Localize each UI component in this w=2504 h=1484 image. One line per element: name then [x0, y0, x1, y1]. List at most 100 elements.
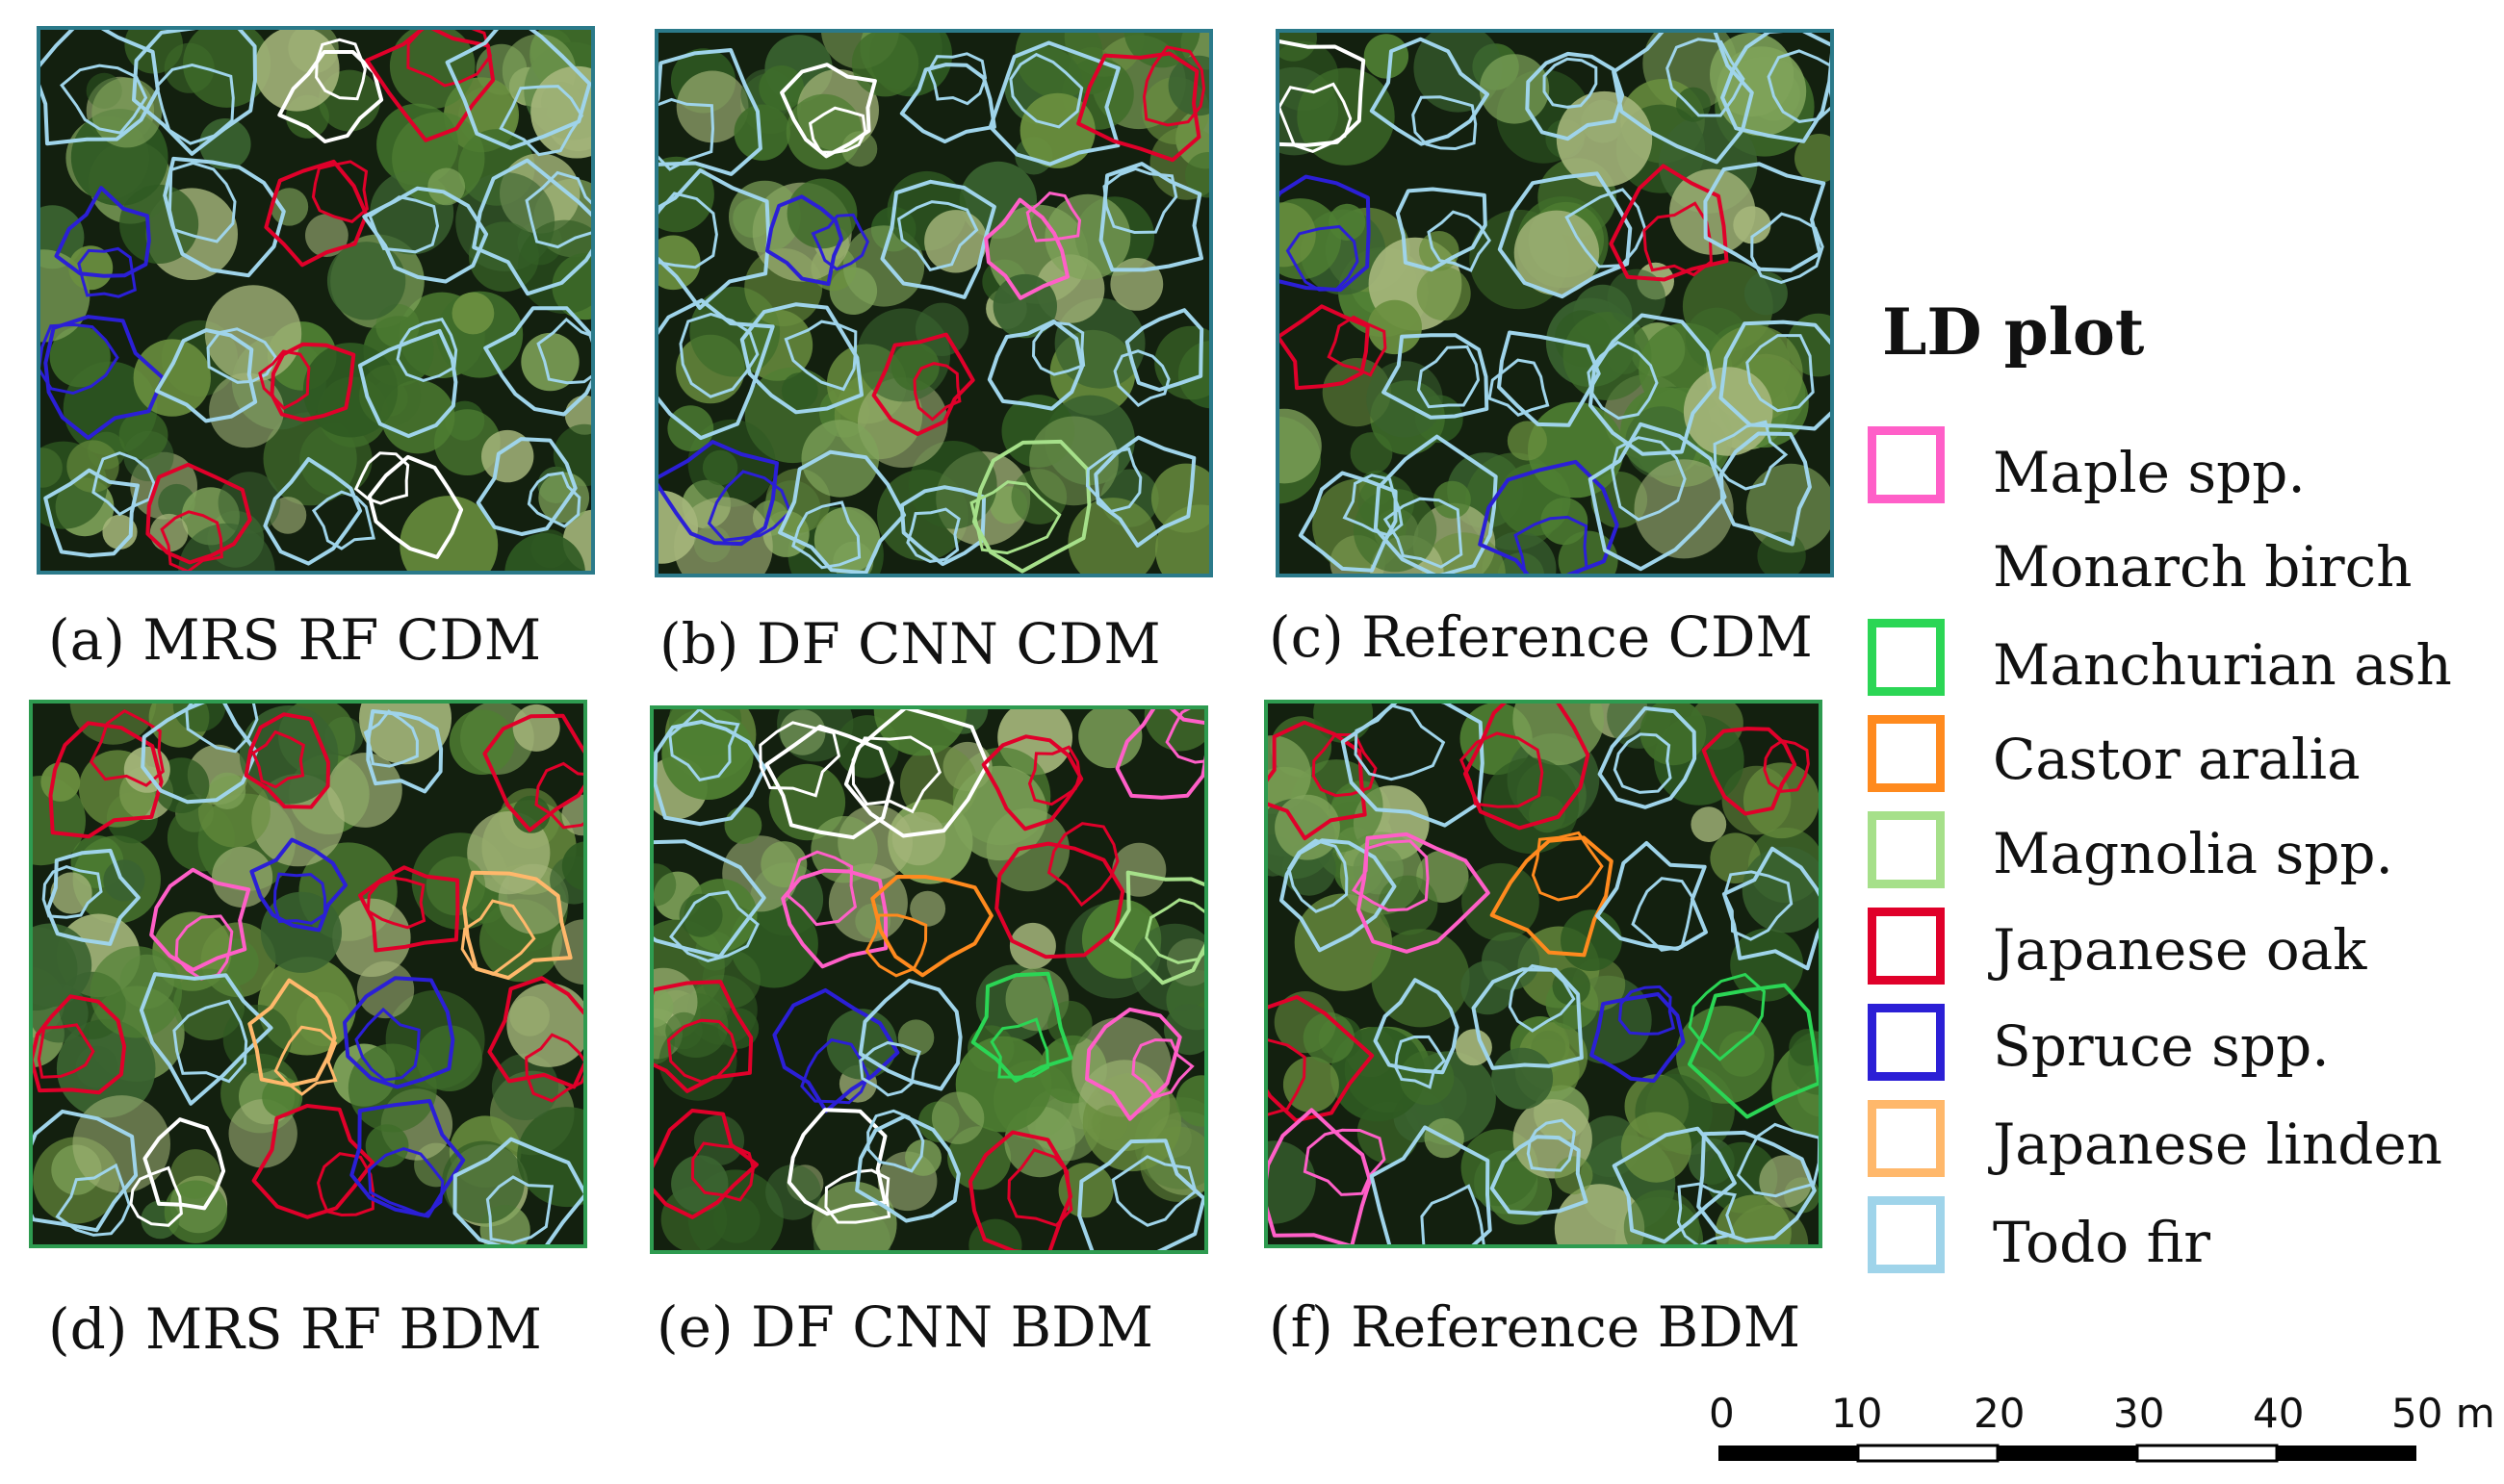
- crown-outline: [1285, 224, 1359, 292]
- crown-outline: [927, 52, 988, 106]
- crown-outline: [472, 158, 595, 296]
- crown-outline: [759, 721, 841, 798]
- tree-canopy: [650, 863, 677, 907]
- tree-canopy: [693, 1114, 745, 1165]
- tree-canopy: [1433, 480, 1471, 519]
- crown-outline: [1416, 345, 1481, 409]
- crown-outline: [1427, 210, 1491, 272]
- tree-canopy: [650, 985, 674, 1028]
- crown-outline: [1264, 720, 1367, 841]
- tree-canopy: [1378, 875, 1438, 935]
- tree-canopy: [993, 273, 1057, 339]
- crown-outline: [707, 470, 792, 542]
- crown-outline: [1420, 1184, 1486, 1248]
- tree-canopy: [1329, 203, 1366, 241]
- crown-outline: [808, 106, 867, 154]
- tree-canopy: [891, 343, 940, 392]
- tree-canopy: [952, 765, 1047, 861]
- tree-canopy: [1029, 416, 1119, 506]
- crown-outline: [462, 870, 573, 981]
- tree-canopy: [449, 709, 515, 775]
- tree-canopy: [1112, 842, 1167, 897]
- crown-outline: [366, 876, 426, 930]
- crown-outline: [1489, 1135, 1588, 1215]
- aerial-map-b: [655, 29, 1213, 577]
- tree-canopy: [1297, 67, 1395, 166]
- tree-canopy: [1399, 1050, 1455, 1106]
- crown-outline: [871, 332, 975, 436]
- crown-outline: [1676, 1182, 1737, 1248]
- tree-canopy: [504, 532, 585, 575]
- crown-outline: [690, 1141, 755, 1202]
- map-frame: [1276, 29, 1834, 577]
- crown-outline: [1085, 447, 1143, 514]
- crown-outline: [1471, 967, 1584, 1070]
- tree-canopy: [56, 1018, 156, 1118]
- crown-outline: [206, 327, 278, 384]
- crown-outline: [650, 839, 766, 959]
- crown-outline: [43, 468, 140, 558]
- crown-outline: [367, 454, 464, 559]
- crown-outline: [1609, 164, 1729, 282]
- crown-outline: [1264, 995, 1375, 1123]
- tree-canopy: [1540, 498, 1588, 546]
- crown-outline: [1588, 313, 1717, 456]
- tree-canopy: [254, 26, 340, 112]
- crown-outline: [476, 437, 578, 536]
- crown-outline: [1369, 1125, 1492, 1248]
- tree-canopy: [1068, 498, 1158, 577]
- tree-canopy: [1416, 267, 1471, 321]
- crown-outline: [1665, 38, 1745, 117]
- tree-canopy: [1367, 299, 1422, 355]
- crown-outline: [270, 342, 356, 422]
- crown-outline: [29, 994, 127, 1095]
- tree-canopy: [1150, 463, 1213, 533]
- tree-canopy: [1350, 432, 1393, 474]
- tree-canopy: [427, 167, 466, 206]
- crown-outline: [1145, 898, 1208, 964]
- crown-outline: [1009, 52, 1084, 129]
- crown-outline: [811, 213, 869, 271]
- legend-label-castor-aralia: Castor aralia: [1993, 727, 2361, 792]
- map-panel-d: [29, 700, 587, 1248]
- crown-outline: [251, 1104, 375, 1219]
- crown-outline: [1373, 434, 1498, 577]
- legend-label-monarch-birch: Monarch birch: [1993, 534, 2413, 600]
- crown-outline: [1701, 727, 1797, 816]
- crown-outline: [1109, 870, 1208, 985]
- crown-outline: [655, 97, 715, 171]
- crown-outline: [172, 999, 248, 1084]
- crown-outline: [55, 1163, 131, 1237]
- tree-canopy: [1683, 367, 1773, 456]
- tree-canopy: [365, 1124, 409, 1168]
- tree-canopy: [702, 950, 761, 1009]
- legend-swatch-castor-aralia: [1868, 715, 1945, 792]
- tree-canopy: [1092, 1105, 1128, 1141]
- tree-canopy: [777, 705, 854, 762]
- crown-outline: [990, 1017, 1050, 1079]
- tree-canopy: [1078, 705, 1143, 769]
- tree-canopy: [326, 242, 406, 320]
- crown-outline: [247, 978, 337, 1087]
- crown-outline: [354, 1007, 421, 1082]
- crown-outline: [1411, 95, 1478, 151]
- scale-tick-30: 30: [2113, 1390, 2165, 1437]
- crown-outline: [527, 471, 581, 528]
- tree-canopy: [538, 472, 590, 524]
- tree-canopy: [1743, 271, 1788, 316]
- map-frame: [29, 700, 587, 1248]
- tree-canopy: [521, 332, 580, 392]
- tree-canopy: [1164, 1004, 1208, 1056]
- crown-outline: [1587, 340, 1659, 421]
- scale-seg-3: [1998, 1446, 2137, 1461]
- caption-a: (a) MRS RF CDM: [48, 607, 542, 673]
- crown-outline: [54, 186, 151, 278]
- tree-canopy: [1175, 1075, 1208, 1127]
- crown-outline: [913, 362, 962, 422]
- crown-outline: [1102, 166, 1178, 235]
- crown-outline: [77, 246, 137, 298]
- map-panel-e: [650, 705, 1208, 1254]
- crown-outline: [1767, 49, 1834, 123]
- tree-canopy: [149, 513, 189, 552]
- crown-outline: [1508, 963, 1576, 1033]
